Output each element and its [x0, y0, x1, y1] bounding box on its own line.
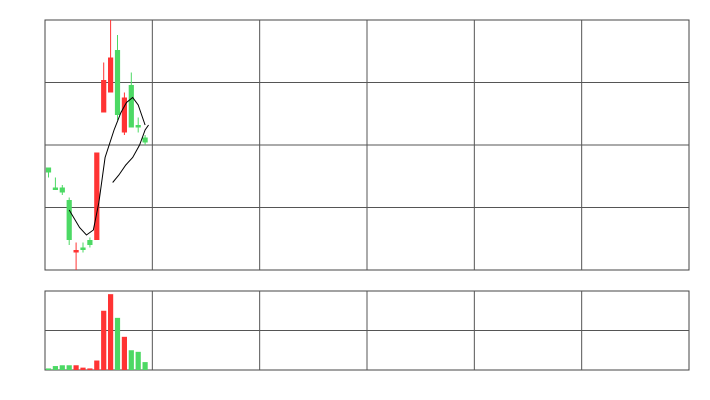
volume-bar	[80, 367, 86, 370]
candle-body	[114, 50, 121, 115]
volume-bar	[87, 368, 93, 370]
volume-bar	[128, 350, 134, 370]
candle-body	[45, 167, 52, 173]
candle-body	[101, 80, 107, 113]
candle-body	[66, 200, 72, 240]
volume-bar	[94, 360, 100, 370]
candle-body	[87, 240, 93, 245]
candle-body	[121, 97, 127, 133]
volume-bar	[135, 351, 141, 370]
price-panel	[44, 19, 690, 271]
candle-body	[135, 125, 141, 128]
volume-bar	[59, 365, 65, 370]
volume-bar	[121, 336, 127, 370]
volume-bar	[101, 310, 107, 370]
candle-body	[73, 250, 79, 253]
candle-body	[52, 187, 58, 190]
candle-body	[128, 85, 134, 128]
candle-body	[94, 152, 100, 240]
volume-bar	[52, 366, 58, 370]
volume-panel	[44, 290, 690, 371]
moving-average-line	[112, 124, 149, 183]
volume-bar	[108, 294, 114, 370]
candle-body	[108, 57, 114, 93]
candle-body	[142, 137, 148, 143]
volume-bar	[142, 362, 148, 370]
volume-bar	[45, 368, 52, 370]
volume-bar	[73, 365, 79, 370]
candle-body	[59, 187, 65, 193]
moving-average-line	[68, 96, 146, 236]
volume-bar	[66, 365, 72, 370]
volume-bar	[114, 317, 121, 370]
candle-body	[80, 247, 86, 250]
